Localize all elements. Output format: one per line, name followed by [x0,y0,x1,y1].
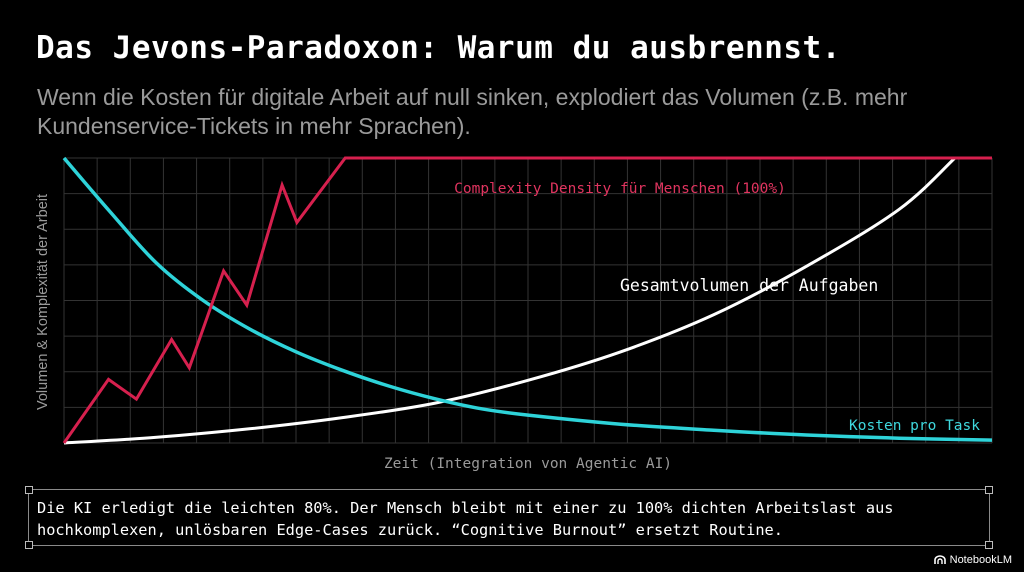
notebooklm-logo-icon [933,555,946,564]
series-line-complexity-density [62,156,992,444]
frame-corner-bottom-right [985,541,993,549]
series-label-complexity: Complexity Density für Menschen (100%) [454,181,786,197]
frame-corner-top-right [985,486,993,494]
chart-series-group [62,156,993,445]
series-label-cost: Kosten pro Task [849,418,980,434]
frame-corner-top-left [25,486,33,494]
y-axis-label: Volumen & Komplexität der Arbeit [35,194,51,410]
series-line-total-volume [63,156,956,445]
series-line-cost-per-task [62,156,993,442]
brand-label: NotebookLM [949,554,1012,566]
takeaway-note: Die KI erledigt die leichten 80%. Der Me… [25,486,993,549]
series-label-volume: Gesamtvolumen der Aufgaben [620,276,878,295]
x-axis-label: Zeit (Integration von Agentic AI) [384,456,672,472]
series-labels: Complexity Density für Menschen (100%) G… [454,181,980,434]
page-title: Das Jevons-Paradoxon: Warum du ausbrenns… [36,30,841,66]
page-subtitle: Wenn die Kosten für digitale Arbeit auf … [37,84,908,139]
takeaway-note-text: Die KI erledigt die leichten 80%. Der Me… [37,499,894,539]
frame-corner-bottom-left [25,541,33,549]
brand-watermark: NotebookLM [933,554,1012,566]
